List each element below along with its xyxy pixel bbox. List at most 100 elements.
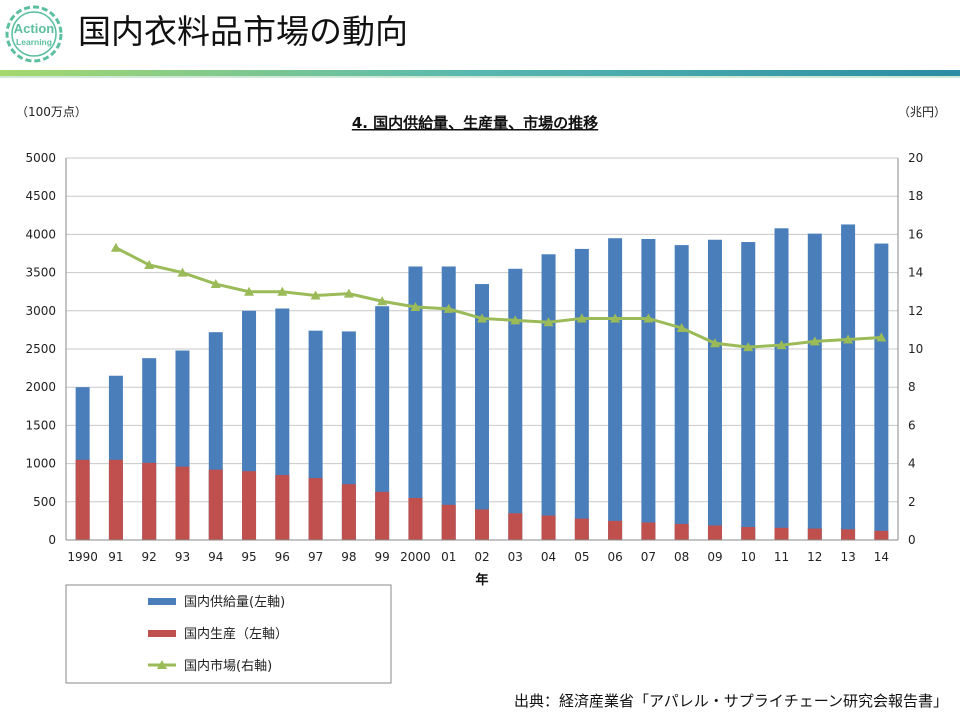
market-point (210, 279, 221, 289)
right-tick-label: 14 (908, 266, 923, 280)
supply-bar (475, 284, 489, 540)
market-point (177, 267, 188, 277)
production-bar (874, 530, 889, 540)
legend-label-supply: 国内供給量(左軸) (184, 594, 285, 610)
x-tick-label: 12 (807, 550, 822, 564)
market-point (510, 315, 521, 325)
left-tick-label: 5000 (25, 151, 56, 165)
market-point (244, 286, 255, 296)
production-bar (242, 471, 257, 540)
x-tick-label: 09 (707, 550, 722, 564)
x-tick-label: 06 (607, 550, 622, 564)
x-tick-label: 94 (208, 550, 223, 564)
x-tick-label: 04 (541, 550, 556, 564)
production-bar (841, 529, 856, 540)
market-point (776, 340, 787, 350)
market-point (709, 338, 720, 348)
source-note: 出典：経済産業省「アパレル・サプライチェーン研究会報告書」 (514, 692, 948, 710)
supply-bars (75, 224, 889, 541)
market-point (443, 303, 454, 313)
market-point (343, 288, 354, 298)
supply-bar (508, 268, 523, 540)
production-bar (208, 469, 223, 540)
supply-bar (375, 306, 390, 540)
supply-bar (774, 228, 789, 540)
logo-text-line1: Action (14, 21, 55, 36)
title-divider (0, 70, 960, 78)
right-axis-unit: （兆円） (898, 105, 946, 119)
logo-text-line2: Learning (16, 37, 52, 47)
left-tick-label: 3000 (25, 304, 56, 318)
production-bar (75, 459, 90, 540)
x-tick-label: 1990 (67, 550, 98, 564)
production-bar (574, 518, 589, 540)
left-tick-label: 0 (48, 533, 56, 547)
production-bar (608, 520, 623, 540)
market-point (576, 313, 587, 323)
market-point (676, 322, 687, 332)
production-bar (807, 528, 822, 540)
supply-bar (574, 248, 589, 540)
right-tick-label: 18 (908, 189, 923, 203)
x-tick-label: 99 (375, 550, 390, 564)
x-tick-label: 01 (441, 550, 456, 564)
x-tick-label: 93 (175, 550, 190, 564)
right-tick-label: 6 (908, 418, 916, 432)
right-axis-ticks: 0 2 4 6 8 10 12 14 16 18 20 (908, 151, 923, 547)
x-tick-label: 05 (574, 550, 589, 564)
x-tick-label: 03 (508, 550, 523, 564)
market-point (876, 332, 887, 342)
market-point (743, 342, 754, 352)
chart-title: 4. 国内供給量、生産量、市場の推移 (352, 114, 598, 132)
x-tick-label: 10 (741, 550, 756, 564)
production-bar (508, 513, 523, 540)
left-axis-unit: （100万点） (16, 105, 87, 119)
supply-bar (874, 243, 889, 540)
supply-bar (541, 254, 556, 540)
supply-bar (408, 266, 423, 540)
left-tick-label: 500 (33, 495, 56, 509)
production-bar (707, 525, 722, 540)
market-point (310, 290, 321, 300)
left-tick-label: 4000 (25, 227, 56, 241)
supply-bar (608, 238, 623, 540)
market-line-series (110, 242, 887, 352)
supply-production-market-chart: 4. 国内供給量、生産量、市場の推移 （100万点） （兆円） 05001000… (16, 105, 946, 684)
x-tick-label: 97 (308, 550, 323, 564)
market-point (144, 259, 155, 269)
x-tick-label: 02 (474, 550, 489, 564)
legend-swatch-production (148, 630, 176, 637)
production-bar (408, 497, 423, 540)
right-tick-label: 16 (908, 227, 923, 241)
page-title: 国内衣料品市場の動向 (78, 12, 408, 51)
x-tick-label: 91 (108, 550, 123, 564)
x-tick-label: 13 (840, 550, 855, 564)
legend-label-production: 国内生産（左軸） (184, 626, 288, 642)
left-axis-ticks: 0 500 1000 1500 2000 2500 3000 3500 4000 4500 5000 (25, 151, 56, 547)
market-point (110, 242, 121, 252)
production-bar (674, 523, 689, 540)
production-bar (774, 527, 789, 540)
left-tick-label: 3500 (25, 266, 56, 280)
supply-bar (674, 245, 689, 540)
x-tick-label: 92 (142, 550, 157, 564)
production-bar (741, 527, 756, 540)
x-axis-label: 年 (475, 572, 488, 588)
supply-bar (707, 239, 722, 541)
production-bar (142, 462, 157, 540)
production-bar (375, 491, 390, 540)
right-tick-label: 0 (908, 533, 916, 547)
market-point (543, 317, 554, 327)
supply-bar (441, 266, 456, 540)
x-tick-label: 98 (341, 550, 356, 564)
market-point (843, 334, 854, 344)
right-tick-label: 12 (908, 304, 923, 318)
legend: 国内供給量(左軸) 国内生産（左軸） 国内市場(右軸) (65, 584, 392, 684)
left-tick-label: 1500 (25, 418, 56, 432)
market-point (809, 336, 820, 346)
x-tick-label: 11 (774, 550, 789, 564)
production-bar (641, 522, 656, 540)
left-tick-label: 1000 (25, 457, 56, 471)
production-bar (308, 478, 323, 540)
left-tick-label: 2000 (25, 380, 56, 394)
